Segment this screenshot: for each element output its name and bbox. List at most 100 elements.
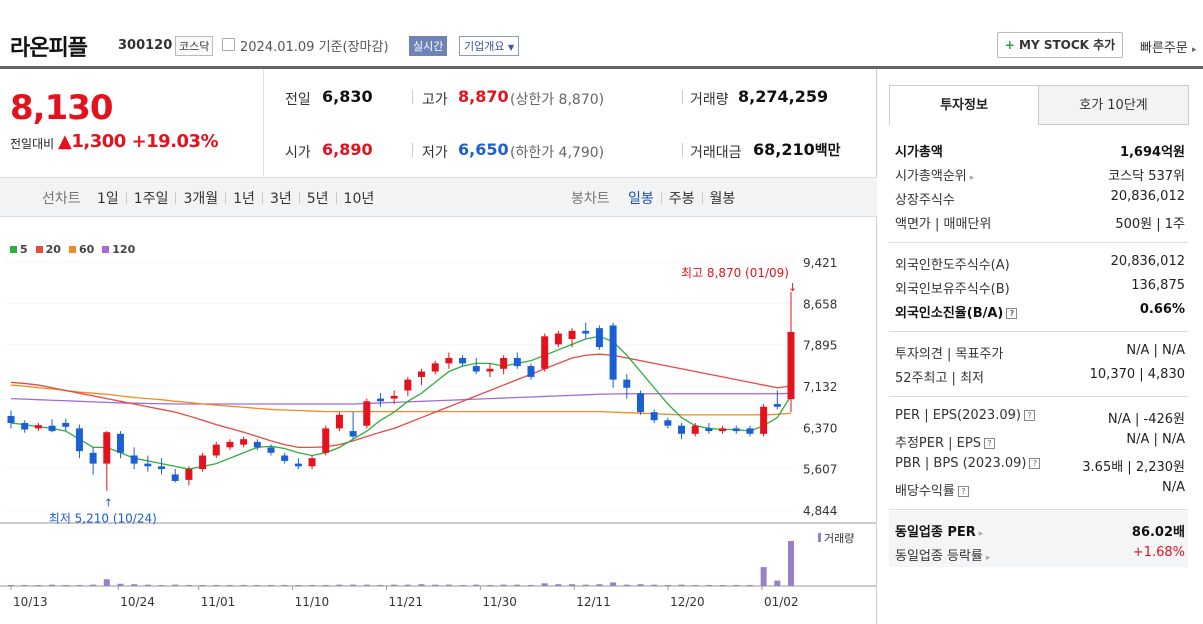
quick-order-label: 빠른주문 (1140, 41, 1188, 56)
date-suffix: 기준(장마감) (318, 40, 389, 55)
volume-bar (418, 584, 425, 586)
help-icon[interactable]: ? (983, 438, 995, 449)
volume-bar (774, 580, 781, 586)
info-value: 20,836,012 (1110, 189, 1185, 204)
high-label: 고가 (422, 92, 448, 108)
quick-order-link[interactable]: 빠른주문 ▸ (1140, 37, 1197, 56)
volume-bar (309, 585, 316, 586)
separator (412, 90, 413, 104)
volume-bar (172, 584, 179, 586)
my-stock-label: MY STOCK 추가 (1019, 38, 1116, 52)
info-key: 배당수익률? (895, 480, 969, 499)
volume-bar (651, 584, 658, 586)
candle-body (281, 455, 289, 461)
candle-body (240, 439, 248, 445)
tab-invest-info[interactable]: 투자정보 (889, 85, 1039, 125)
volume-bar (117, 583, 124, 586)
volume-bar (500, 584, 507, 586)
section-divider (889, 509, 1188, 510)
info-value: 10,370 | 4,830 (1089, 367, 1185, 382)
info-key: 액면가 | 매매단위 (895, 217, 992, 232)
help-icon[interactable]: ? (1023, 410, 1035, 421)
line-tab[interactable]: 10년 (343, 191, 375, 207)
x-tick-label: 12/11 (576, 595, 611, 609)
info-value: N/A | -426원 (1107, 412, 1185, 427)
help-icon[interactable]: ? (1006, 308, 1018, 319)
candle-body (103, 432, 111, 464)
volume-legend-swatch (818, 533, 821, 542)
add-my-stock-button[interactable]: + MY STOCK 추가 (997, 32, 1123, 58)
info-value: N/A (1162, 480, 1185, 495)
candle-body (267, 447, 275, 453)
help-icon[interactable]: ? (957, 486, 969, 497)
x-tick-label: 11/21 (388, 595, 423, 609)
info-value: 86.02배 (1131, 525, 1185, 540)
prev-close-label: 전일 (285, 92, 311, 108)
info-key[interactable]: 시가총액순위 ▸ (895, 169, 975, 184)
volume-bar (199, 585, 206, 586)
line-tab[interactable]: 1일 (97, 191, 119, 207)
line-tab[interactable]: 1주일 (133, 191, 169, 207)
high-value: 8,870 (458, 87, 509, 106)
chart-tab-bar (0, 177, 877, 217)
candle-body (609, 325, 617, 380)
info-value: 20,836,012 (1110, 254, 1185, 269)
volume-bar (363, 584, 370, 586)
volume-bar (254, 585, 261, 586)
line-tab[interactable]: 3년 (269, 191, 292, 207)
info-key: 외국인보유주식수(B) (895, 282, 1010, 297)
candle-body (527, 366, 535, 377)
up-arrow-icon: ↑ (104, 497, 113, 510)
legend-swatch (102, 246, 110, 253)
corp-info-label: 기업개요 (464, 40, 505, 53)
candle-chart-label: 봉차트 (571, 191, 610, 207)
info-key[interactable]: 동일업종 등락률 ▸ (895, 549, 991, 564)
candle-tab[interactable]: 월봉 (709, 191, 736, 207)
info-row: 상장주식수 20,836,012 (895, 189, 1185, 212)
candle-body (459, 357, 467, 364)
volume-bar (336, 584, 343, 586)
candle-body (116, 433, 124, 453)
volume-bar (569, 584, 576, 586)
volume-bar (158, 585, 165, 586)
help-icon[interactable]: ? (1029, 458, 1041, 469)
candle-body (199, 455, 207, 470)
info-row: 투자의견 | 목표주가 N/A | N/A (895, 343, 1185, 366)
volume-bar (103, 579, 110, 586)
candle-tab[interactable]: 일봉 (628, 191, 654, 207)
industry-box (889, 511, 1188, 567)
info-key[interactable]: 동일업종 PER ▸ (895, 525, 984, 540)
volume-bar (445, 584, 452, 586)
candle-body (294, 463, 302, 467)
price-chart[interactable]: 9,421 8,658 7,895 7,132 6,370 5,607 4,844 10/13… (0, 250, 876, 624)
info-value: 3.65배 | 2,230원 (1082, 460, 1185, 475)
y-tick-label: 8,658 (803, 297, 837, 311)
line-tab[interactable]: 1년 (233, 191, 255, 207)
candle-tab[interactable]: 주봉 (668, 191, 695, 207)
corp-info-dropdown[interactable]: 기업개요 ▼ (459, 36, 520, 56)
quote-divider (263, 69, 264, 176)
current-price: 8,130 (10, 88, 114, 128)
candle-body (21, 422, 29, 430)
legend-swatch (10, 246, 17, 253)
y-tick-label: 7,132 (803, 380, 837, 394)
candle-body (445, 357, 453, 364)
volume-bar (90, 584, 97, 586)
date-value: 2024.01.09 (240, 40, 315, 55)
volume-bar (692, 585, 699, 586)
info-row: 시가총액 1,694억원 (895, 141, 1185, 164)
volume-bar (131, 584, 138, 586)
x-tick-label: 11/30 (482, 595, 517, 609)
volume-bar (637, 584, 644, 586)
info-row: 시가총액순위 ▸ 코스닥 537위 (895, 165, 1185, 188)
line-tab[interactable]: 3개월 (183, 191, 219, 207)
volume-bar (21, 585, 28, 586)
line-tab[interactable]: 5년 (306, 191, 329, 207)
chart-legend: 5 20 60 120 (10, 243, 143, 256)
amount-unit: 백만 (814, 143, 841, 159)
candle-body (623, 379, 631, 388)
line-chart-label: 선차트 (42, 191, 81, 207)
tab-hoga-10[interactable]: 호가 10단계 (1038, 85, 1189, 125)
realtime-button[interactable]: 실시간 (409, 36, 448, 56)
tab-separator (175, 192, 177, 204)
